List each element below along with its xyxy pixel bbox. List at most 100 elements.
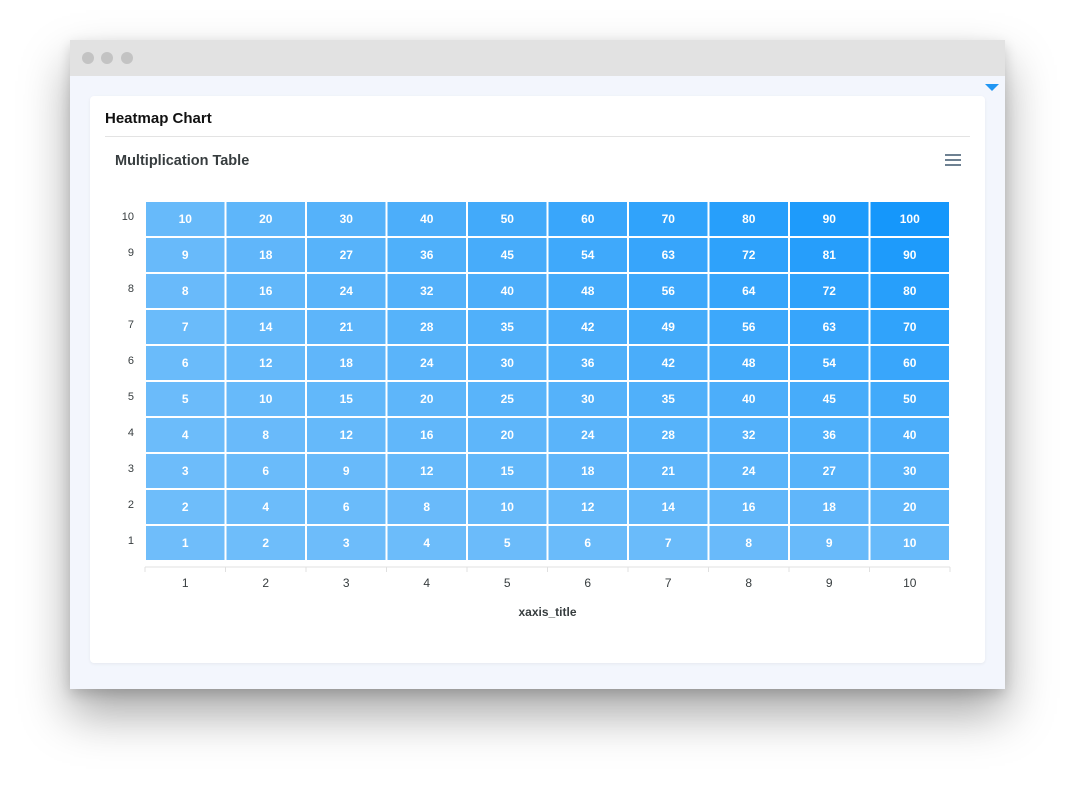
heatmap-cell[interactable]	[870, 202, 950, 236]
heatmap-cell[interactable]	[790, 274, 869, 308]
heatmap-cell[interactable]	[387, 490, 467, 524]
heatmap-cell[interactable]	[226, 202, 306, 236]
heatmap-cell[interactable]	[870, 454, 950, 488]
heatmap-cell[interactable]	[790, 382, 869, 416]
heatmap-cell[interactable]	[226, 274, 306, 308]
heatmap-cell[interactable]	[226, 310, 306, 344]
heatmap-cell[interactable]	[790, 346, 869, 380]
heatmap-cell[interactable]	[709, 454, 789, 488]
heatmap-cell[interactable]	[790, 418, 869, 452]
heatmap-cell[interactable]	[146, 418, 225, 452]
heatmap-cell[interactable]	[790, 202, 869, 236]
heatmap-cell[interactable]	[548, 418, 628, 452]
heatmap-cell[interactable]	[870, 238, 950, 272]
heatmap-cell[interactable]	[387, 454, 467, 488]
heatmap-cell[interactable]	[709, 418, 789, 452]
heatmap-cell[interactable]	[548, 454, 628, 488]
heatmap-cell[interactable]	[629, 310, 708, 344]
heatmap-cell[interactable]	[629, 454, 708, 488]
heatmap-cell[interactable]	[629, 274, 708, 308]
heatmap-cell[interactable]	[468, 490, 547, 524]
hamburger-menu-icon[interactable]	[945, 154, 961, 166]
heatmap-cell[interactable]	[226, 382, 306, 416]
minimize-window-dot[interactable]	[101, 52, 113, 64]
heatmap-cell[interactable]	[468, 382, 547, 416]
heatmap-cell[interactable]	[226, 346, 306, 380]
heatmap-cell[interactable]	[870, 346, 950, 380]
heatmap-cell[interactable]	[226, 418, 306, 452]
heatmap-cell[interactable]	[307, 346, 386, 380]
heatmap-cell[interactable]	[387, 526, 467, 560]
heatmap-cell[interactable]	[548, 202, 628, 236]
heatmap-cell[interactable]	[226, 490, 306, 524]
heatmap-cell[interactable]	[548, 346, 628, 380]
heatmap-cell[interactable]	[387, 382, 467, 416]
heatmap-cell[interactable]	[307, 454, 386, 488]
heatmap-cell[interactable]	[226, 526, 306, 560]
heatmap-cell[interactable]	[387, 202, 467, 236]
heatmap-cell[interactable]	[146, 346, 225, 380]
heatmap-cell[interactable]	[146, 490, 225, 524]
heatmap-cell[interactable]	[629, 382, 708, 416]
heatmap-cell[interactable]	[307, 238, 386, 272]
heatmap-cell[interactable]	[709, 526, 789, 560]
heatmap-cell[interactable]	[629, 202, 708, 236]
heatmap-cell[interactable]	[307, 382, 386, 416]
heatmap-cell[interactable]	[468, 454, 547, 488]
heatmap-cell[interactable]	[790, 238, 869, 272]
heatmap-cell[interactable]	[548, 526, 628, 560]
heatmap-cell[interactable]	[709, 382, 789, 416]
heatmap-cell[interactable]	[146, 202, 225, 236]
heatmap-cell[interactable]	[468, 238, 547, 272]
heatmap-cell[interactable]	[790, 526, 869, 560]
heatmap-cell[interactable]	[226, 238, 306, 272]
heatmap-cell[interactable]	[468, 310, 547, 344]
heatmap-cell[interactable]	[870, 418, 950, 452]
heatmap-cell[interactable]	[146, 238, 225, 272]
heatmap-cell[interactable]	[790, 490, 869, 524]
heatmap-cell[interactable]	[709, 490, 789, 524]
heatmap-cell[interactable]	[629, 418, 708, 452]
heatmap-cell[interactable]	[146, 454, 225, 488]
heatmap-cell[interactable]	[307, 202, 386, 236]
heatmap-cell[interactable]	[468, 526, 547, 560]
heatmap-cell[interactable]	[709, 274, 789, 308]
heatmap-cell[interactable]	[548, 490, 628, 524]
heatmap-cell[interactable]	[146, 310, 225, 344]
heatmap-cell[interactable]	[387, 346, 467, 380]
heatmap-cell[interactable]	[548, 274, 628, 308]
heatmap-cell[interactable]	[146, 382, 225, 416]
heatmap-cell[interactable]	[226, 454, 306, 488]
heatmap-cell[interactable]	[468, 202, 547, 236]
heatmap-cell[interactable]	[629, 490, 708, 524]
heatmap-cell[interactable]	[387, 238, 467, 272]
heatmap-cell[interactable]	[548, 382, 628, 416]
heatmap-cell[interactable]	[548, 310, 628, 344]
heatmap-cell[interactable]	[629, 238, 708, 272]
close-window-dot[interactable]	[82, 52, 94, 64]
heatmap-cell[interactable]	[870, 274, 950, 308]
heatmap-cell[interactable]	[146, 526, 225, 560]
heatmap-cell[interactable]	[307, 274, 386, 308]
heatmap-cell[interactable]	[709, 346, 789, 380]
heatmap-cell[interactable]	[468, 274, 547, 308]
heatmap-cell[interactable]	[629, 346, 708, 380]
heatmap-cell[interactable]	[468, 418, 547, 452]
heatmap-cell[interactable]	[870, 310, 950, 344]
heatmap-cell[interactable]	[870, 526, 950, 560]
heatmap-cell[interactable]	[790, 454, 869, 488]
heatmap-cell[interactable]	[709, 238, 789, 272]
heatmap-cell[interactable]	[387, 418, 467, 452]
heatmap-cell[interactable]	[387, 274, 467, 308]
heatmap-cell[interactable]	[870, 382, 950, 416]
heatmap-cell[interactable]	[307, 526, 386, 560]
heatmap-cell[interactable]	[870, 490, 950, 524]
heatmap-cell[interactable]	[307, 310, 386, 344]
caret-down-icon[interactable]	[985, 84, 999, 91]
heatmap-cell[interactable]	[709, 202, 789, 236]
heatmap-cell[interactable]	[387, 310, 467, 344]
heatmap-cell[interactable]	[146, 274, 225, 308]
heatmap-cell[interactable]	[468, 346, 547, 380]
maximize-window-dot[interactable]	[121, 52, 133, 64]
heatmap-cell[interactable]	[629, 526, 708, 560]
